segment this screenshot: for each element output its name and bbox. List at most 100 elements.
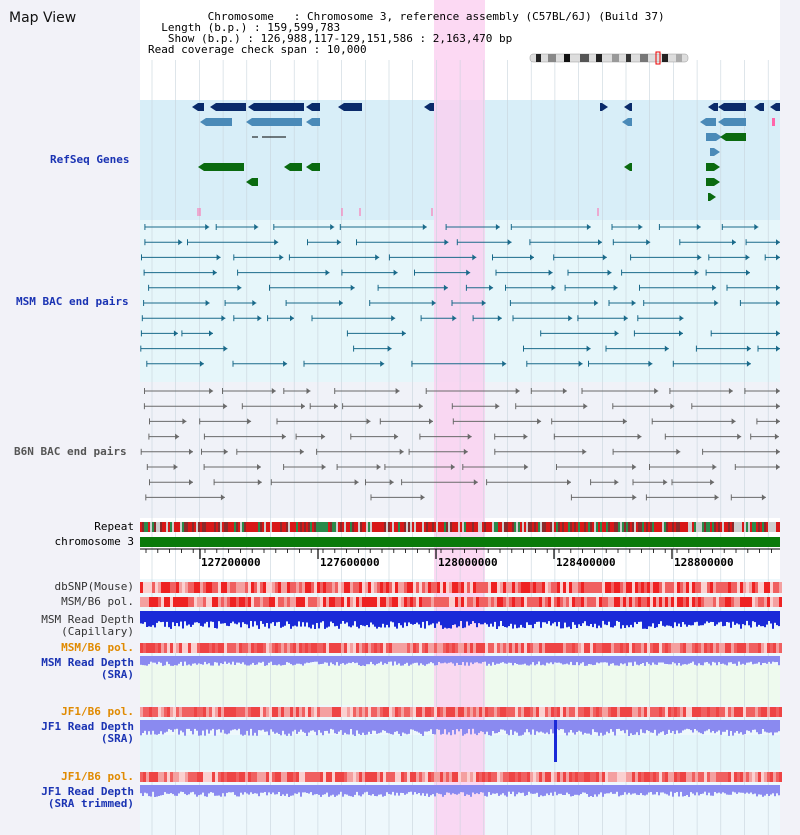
pol-mark [659,582,662,593]
pol-mark [374,707,377,717]
depth-bar [658,656,660,663]
pol-mark [491,643,494,653]
depth-bar [584,611,586,622]
depth-bar [566,720,568,736]
depth-bar [664,720,666,735]
pol-mark [542,707,545,717]
pol-mark [290,707,293,717]
pol-mark [320,707,323,717]
pol-mark [641,582,644,593]
pol-mark [656,597,659,607]
depth-bar [618,656,620,666]
depth-bar [460,720,462,729]
bac-end [199,360,204,367]
depth-bar [484,611,486,623]
gene-arrow [306,103,312,111]
pol-mark [494,707,497,717]
repeat-mark [524,522,526,532]
depth-bar [558,611,560,622]
pol-mark [662,772,665,782]
depth-bar [678,656,680,663]
depth-bar [314,720,316,732]
pol-mark [167,643,170,653]
pol-mark [656,772,659,782]
depth-bar [414,720,416,731]
pol-mark [563,582,566,593]
repeat-mark [658,522,660,532]
pol-mark [215,707,218,717]
repeat-mark [380,522,382,532]
pol-mark [188,707,191,717]
bac-end [714,300,719,306]
repeat-mark [578,522,580,532]
gene-block [312,163,320,171]
pol-mark [605,597,608,607]
depth-bar [764,656,766,663]
depth-bar [624,785,626,793]
pol-mark [587,582,590,593]
repeat-mark [290,522,292,532]
bac-end [380,360,385,367]
depth-bar [722,785,724,793]
repeat-mark [294,522,296,532]
pol-mark [506,643,509,653]
pol-mark [248,643,251,653]
pol-mark [536,582,539,593]
depth-bar [608,656,610,666]
depth-bar [424,611,426,629]
pol-mark [338,597,341,607]
repeat-mark [622,522,624,532]
pol-mark [584,597,587,607]
depth-bar [272,785,274,793]
ideogram-band [640,54,648,62]
depth-bar [330,656,332,663]
repeat-mark [772,522,774,532]
gene-block [710,148,714,156]
depth-bar [446,720,448,735]
depth-bar [610,785,612,793]
repeat-mark [396,522,398,532]
depth-bar [246,656,248,666]
pol-mark [674,643,677,653]
depth-bar [280,785,282,796]
pol-mark [383,707,386,717]
pol-mark [197,707,200,717]
repeat-mark [450,522,452,532]
depth-bar [266,785,268,796]
depth-bar [760,720,762,734]
depth-bar [384,656,386,664]
depth-bar [320,611,322,623]
pol-mark [596,643,599,653]
pol-mark [368,643,371,653]
pol-mark [515,772,518,782]
pol-mark [734,707,737,717]
pol-mark [503,597,506,607]
depth-bar [736,611,738,624]
track-label-refseq[interactable]: RefSeq Genes [50,153,130,166]
depth-bar [282,656,284,666]
depth-bar [764,611,766,628]
track-label-b6n-bac[interactable]: B6N BAC end pairs [14,445,127,458]
pol-mark [473,772,476,782]
pol-mark [431,643,434,653]
axis-tick-label: 128000000 [438,556,498,569]
depth-bar [480,611,482,625]
repeat-mark [736,522,738,532]
track-label-msm-bac[interactable]: MSM BAC end pairs [16,295,129,308]
pol-mark [704,597,707,607]
pol-mark [719,707,722,717]
depth-bar [422,656,424,665]
depth-bar [344,785,346,795]
repeat-mark [638,522,640,532]
ideogram-band [548,54,556,62]
depth-bar [700,720,702,734]
pol-mark [587,597,590,607]
pol-mark [260,597,263,607]
pol-mark [260,643,263,653]
depth-bar [738,611,740,625]
pol-mark [680,582,683,593]
pol-mark [722,772,725,782]
bac-end [223,403,228,410]
repeat-mark [454,522,456,532]
